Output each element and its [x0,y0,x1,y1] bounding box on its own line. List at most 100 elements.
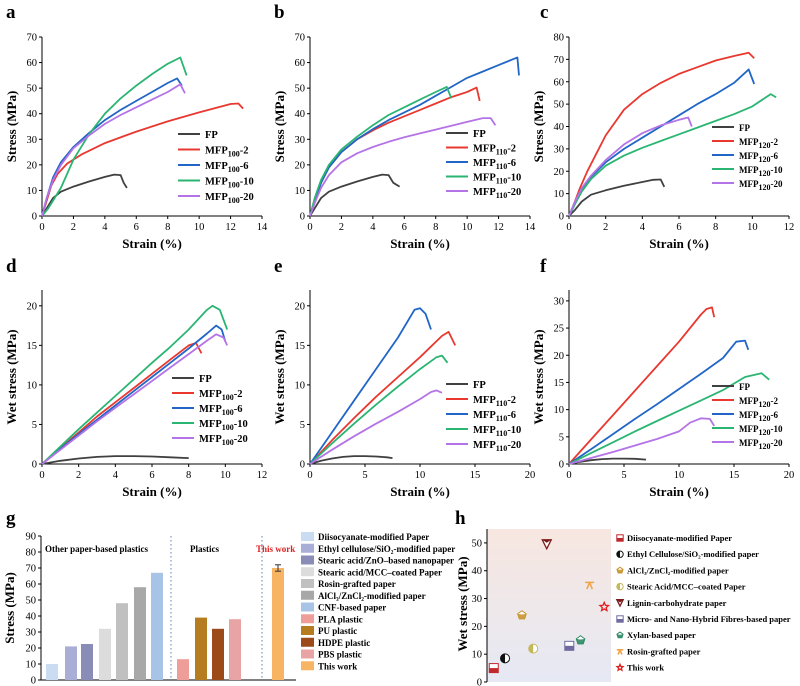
marker-fill [616,569,624,573]
y-tick-label: 15 [554,378,565,389]
panel-label: g [6,508,16,529]
y-tick-label: 60 [554,77,565,88]
legend-label: Diisocyanate-modified Paper [318,532,429,542]
series-line-mfp110-6 [309,307,432,465]
x-tick-label: 8 [713,222,718,233]
y-tick-label: 10 [554,189,565,200]
legend-swatch [301,614,314,624]
x-tick-label: 8 [433,222,438,233]
bar-3 [99,628,111,680]
legend-label: MFP100-2 [205,146,249,159]
legend-marker [615,598,625,608]
marker-fill [616,583,620,590]
series-line-mfp110-20 [309,389,443,465]
x-tick-label: 0 [566,470,571,481]
x-axis-title: Strain (%) [649,484,709,499]
x-tick-label: 15 [470,470,481,481]
y-tick-label: 60 [26,580,37,591]
legend-swatch [301,543,314,553]
series-line-mfp120-20 [568,116,693,217]
y-tick-label: 15 [27,341,38,352]
series-line-mfp120-10 [568,372,770,465]
legend-marker [616,615,624,623]
x-tick-label: 4 [640,222,646,233]
y-axis-title: Wet stress (MPa) [4,329,19,424]
legend-label: MFP110-6 [473,410,516,423]
bar-7 [177,659,189,680]
legend-label: Rosin-grafted paper [627,646,701,656]
series-line-fp [41,173,128,217]
legend-swatch [301,532,314,541]
y-tick-label: 30 [295,135,306,146]
x-tick-label: 4 [102,222,108,233]
series-line-mfp120-20 [568,417,715,465]
x-axis-title: Strain (%) [122,236,182,251]
y-tick-label: 10 [295,380,306,391]
marker-fill [542,539,552,543]
y-tick-label: 50 [27,84,38,95]
y-tick-label: 25 [554,324,565,335]
legend-marker [616,631,624,639]
legend-marker [615,662,625,672]
x-tick-label: 2 [76,470,81,481]
series-line-mfp120-2 [568,51,755,217]
x-axis-title: Strain (%) [122,484,182,499]
x-tick-label: 8 [165,222,170,233]
legend-label: MFP100-10 [199,419,248,432]
legend-label: Ethyl Cellulose/SiO₂-modified paper [627,549,759,559]
legend-label: Stearic acid/ZnO–based nanopaper [318,556,454,566]
scatter-point-7 [585,581,595,590]
y-tick-label: 0 [559,212,564,223]
x-tick-label: 15 [729,470,740,481]
legend-label: PU plastic [318,626,357,636]
legend-label: FP [199,374,212,385]
legend-label: MFP110-2 [473,144,516,157]
legend-label: MFP100-20 [199,434,248,447]
x-tick-label: 20 [525,470,536,481]
scatter-point-0 [488,663,499,674]
y-tick-label: 50 [26,596,37,607]
legend-label: Rosin-grafted paper [318,579,396,589]
bar-9 [212,628,224,680]
x-tick-label: 12 [257,470,268,481]
legend-label: Stearic acid/MCC–coated Paper [318,567,442,577]
bar-6 [151,572,163,680]
legend-swatch [301,626,314,635]
marker-shape [598,600,611,612]
legend-label: Diisocyanate-modified Paper [627,533,732,543]
panel-label: d [6,256,17,277]
y-axis-title: Wet stress (MPa) [272,329,287,424]
legend-marker [616,550,624,558]
bar-8 [195,617,207,680]
y-tick-label: 10 [295,186,306,197]
y-tick-label: 40 [27,109,38,120]
x-tick-label: 10 [747,222,758,233]
x-axis-title: Strain (%) [649,236,709,251]
y-tick-label: 30 [26,628,37,639]
legend-swatch [301,555,314,565]
legend-label: This work [318,661,357,671]
legend-label: MFP100-6 [199,404,243,417]
series-line-mfp110-10 [309,86,453,217]
x-axis-title: Strain (%) [390,236,450,251]
group-label: Plastics [190,544,219,554]
scatter-point-5 [564,640,575,651]
chart-panel-c: 0 2 4 6 8 10 12 0 10 20 30 40 50 60 70 80 Strain (%) Stre… [531,2,794,251]
y-tick-label: 20 [295,301,306,312]
y-tick-label: 40 [554,122,565,133]
marker-fill [500,653,506,663]
chart-panel-a: 0 2 4 6 8 10 12 14 0 10 20 30 40 50 60 70 Strain (%) Stre… [4,2,268,251]
y-tick-label: 20 [472,622,483,633]
legend-label: MFP120-20 [739,438,783,451]
series-line-mfp110-2 [309,331,457,465]
y-tick-label: 90 [26,532,37,543]
y-axis-title: Stress (MPa) [4,91,19,163]
y-tick-label: 20 [27,160,38,171]
y-tick-label: 10 [26,660,37,671]
y-tick-label: 70 [26,564,37,575]
x-tick-label: 4 [113,470,119,481]
series-line-mfp110-2 [309,86,481,217]
series-line-fp [41,455,189,465]
y-tick-label: 30 [554,296,565,307]
legend-label: PLA plastic [318,614,363,624]
